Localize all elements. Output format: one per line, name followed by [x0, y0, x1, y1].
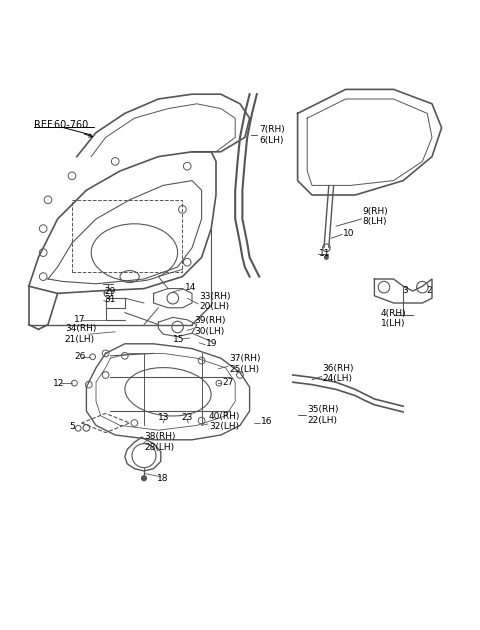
Text: 35(RH)
22(LH): 35(RH) 22(LH) — [307, 405, 339, 425]
Text: 18: 18 — [157, 474, 169, 483]
Text: 39(RH)
30(LH): 39(RH) 30(LH) — [194, 316, 226, 336]
Text: 13: 13 — [158, 413, 170, 421]
Text: 40(RH)
32(LH): 40(RH) 32(LH) — [209, 412, 240, 432]
Text: 3: 3 — [402, 285, 408, 295]
Text: 19: 19 — [206, 340, 218, 348]
Text: 16: 16 — [261, 417, 272, 426]
Text: 27: 27 — [222, 378, 234, 387]
Text: 4(RH)
1(LH): 4(RH) 1(LH) — [381, 309, 407, 328]
Text: 33(RH)
20(LH): 33(RH) 20(LH) — [199, 292, 231, 311]
Text: 5: 5 — [70, 422, 75, 432]
Text: 23: 23 — [181, 413, 192, 421]
Text: 26: 26 — [74, 352, 86, 361]
Text: 7(RH)
6(LH): 7(RH) 6(LH) — [259, 125, 285, 145]
Text: 17: 17 — [74, 315, 86, 324]
Circle shape — [142, 476, 146, 481]
Text: 29: 29 — [105, 287, 116, 295]
Text: 36(RH)
24(LH): 36(RH) 24(LH) — [323, 364, 354, 383]
Text: 14: 14 — [185, 283, 196, 292]
Text: 10: 10 — [343, 229, 355, 238]
Text: REF.60-760: REF.60-760 — [34, 120, 88, 130]
Text: 37(RH)
25(LH): 37(RH) 25(LH) — [229, 354, 261, 374]
Text: 15: 15 — [173, 335, 184, 343]
Text: 11: 11 — [319, 249, 331, 258]
Text: 31: 31 — [105, 295, 116, 304]
Text: 9(RH)
8(LH): 9(RH) 8(LH) — [362, 207, 388, 226]
Text: 34(RH)
21(LH): 34(RH) 21(LH) — [65, 324, 96, 344]
Circle shape — [324, 256, 328, 260]
Text: 12: 12 — [53, 379, 64, 387]
Text: 38(RH)
28(LH): 38(RH) 28(LH) — [144, 433, 176, 452]
Text: 2: 2 — [426, 285, 432, 295]
